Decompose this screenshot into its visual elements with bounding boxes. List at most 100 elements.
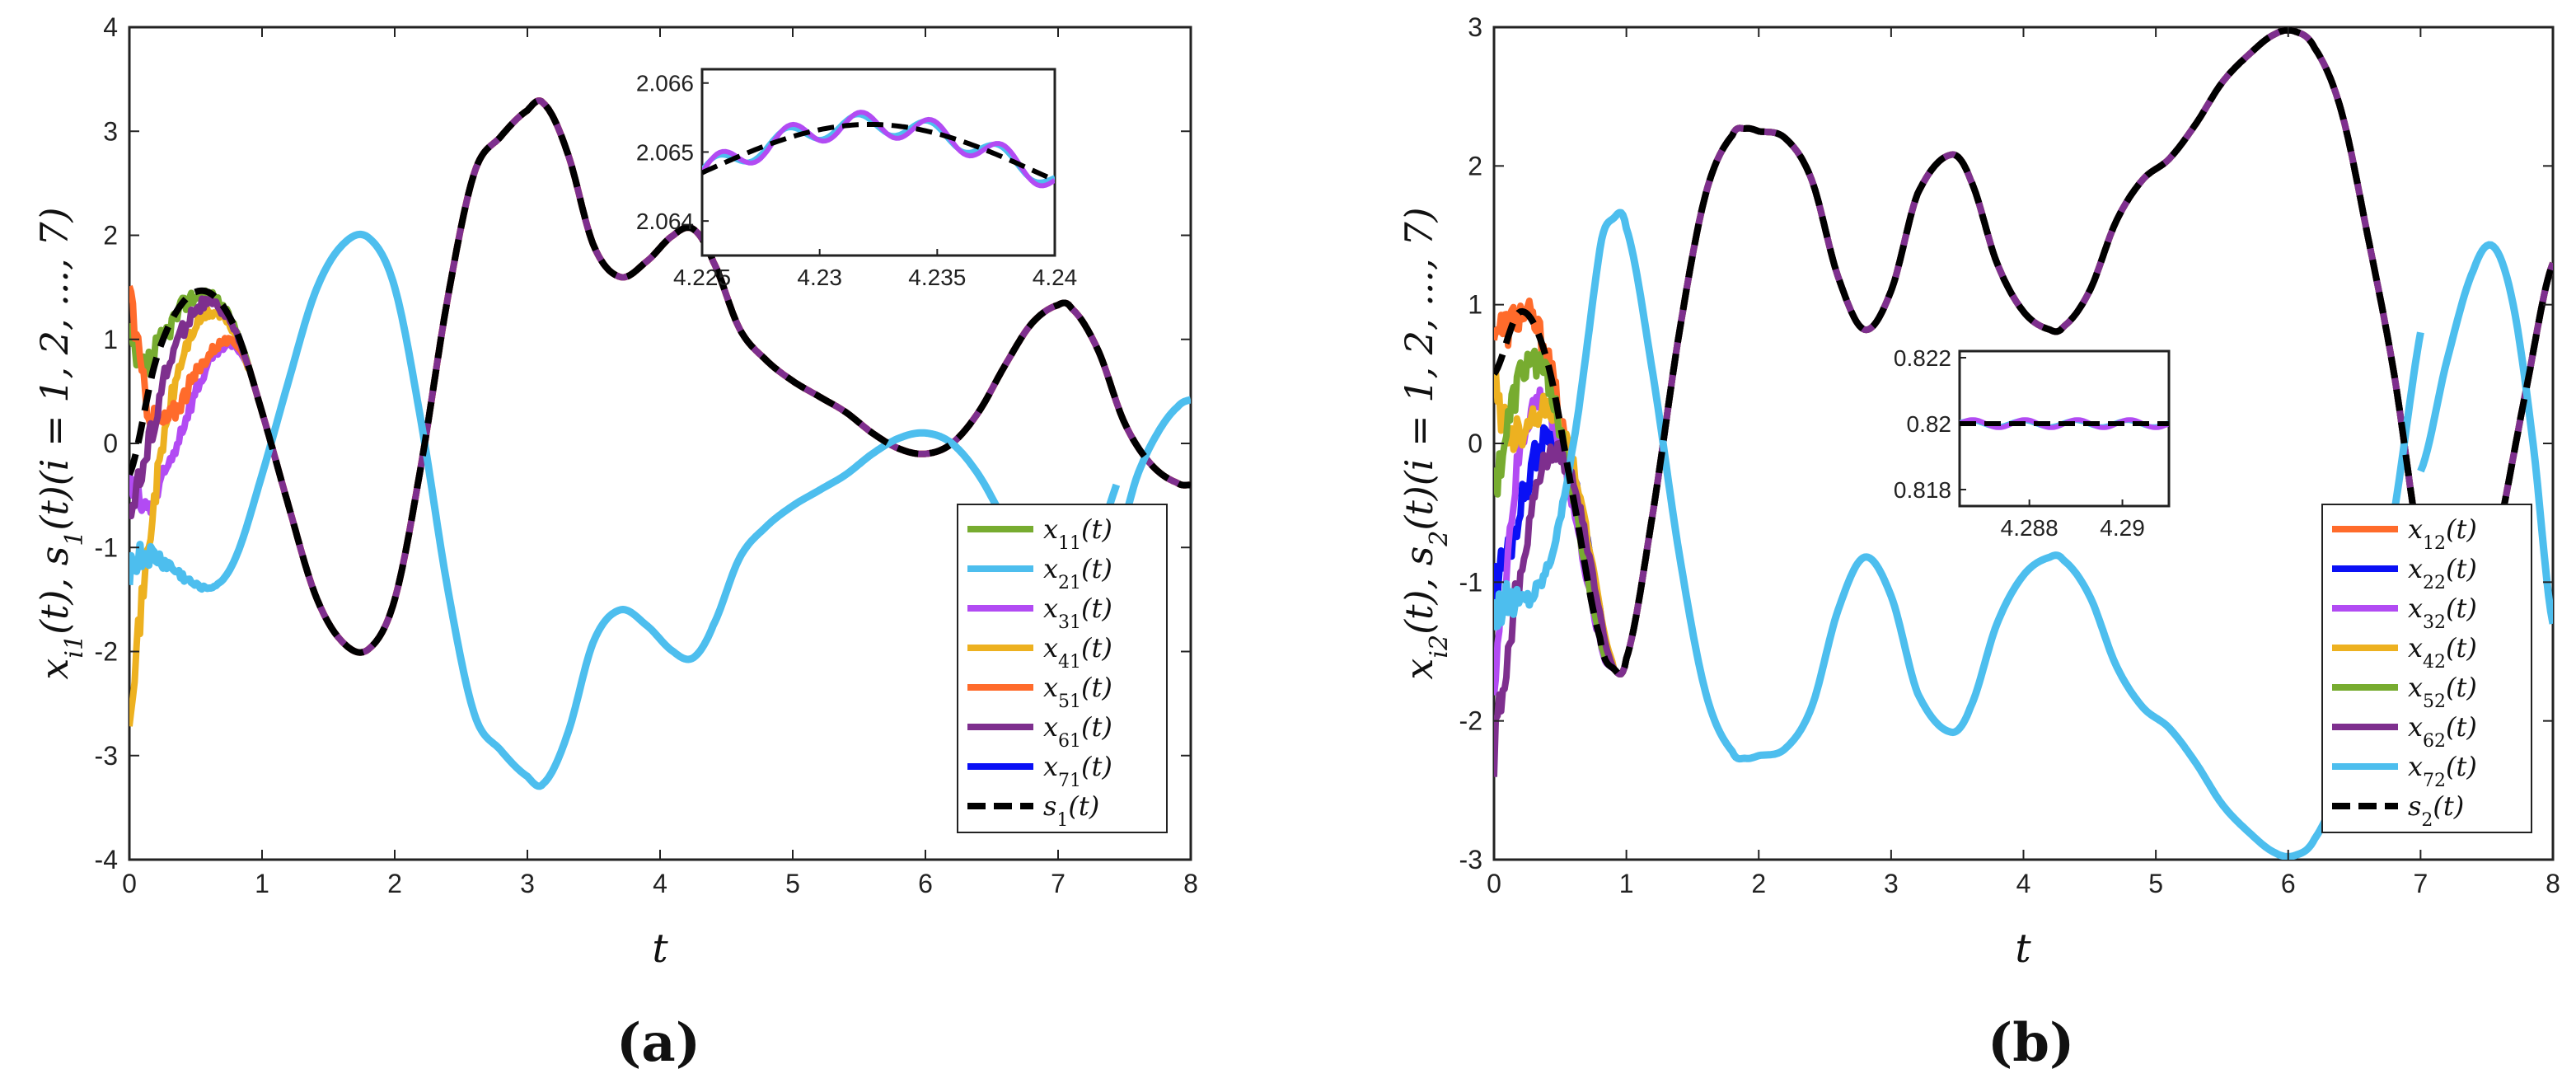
legend-label-sub: 62 (2423, 731, 2446, 752)
y-axis-label-a-rest2: (t)(i = 1, 2, ..., 7) (32, 207, 77, 530)
inset-x-tick-label: 4.23 (797, 265, 842, 290)
inset-x-tick-label: 4.235 (908, 265, 966, 290)
inset-x-tick-label: 4.288 (2001, 515, 2058, 541)
plot-area-a (129, 97, 1191, 790)
y-tick-label: 0 (103, 429, 118, 458)
y-tick-label: -1 (1459, 567, 1482, 597)
x-tick-label: 5 (2148, 869, 2163, 898)
legend-label-tail: (t) (2446, 593, 2477, 624)
y-axis-label-b: xi2(t), s2(t)(i = 1, 2, ..., 7) (1397, 207, 1454, 679)
panel-label-a: (a) (616, 1012, 700, 1074)
legend-label-tail: (t) (1081, 513, 1112, 545)
y-tick-label: 4 (103, 12, 118, 42)
legend-label-x41(t): x41(t) (1043, 632, 1112, 673)
legend-label-main: x (2408, 632, 2423, 663)
y-axis-label-b-rest2: (t)(i = 1, 2, ..., 7) (1397, 207, 1441, 530)
y-tick-label: -3 (95, 741, 118, 771)
series-group-a (129, 97, 1191, 790)
x-tick-label: 3 (520, 869, 535, 898)
inset-y-tick-label: 2.064 (636, 209, 694, 234)
inset-y-tick-label: 2.066 (636, 71, 694, 96)
legend-label-main: x (2408, 711, 2423, 743)
legend-label-x22(t): x22(t) (2408, 553, 2477, 593)
inset-x-tick-label: 4.225 (673, 265, 731, 290)
legend-label-sub: 41 (1058, 652, 1081, 673)
y-axis-label-b-sub2: 2 (1425, 531, 1454, 547)
y-tick-label: -2 (1459, 706, 1482, 736)
y-tick-label: -2 (95, 637, 118, 667)
legend-label-sub: 11 (1058, 533, 1081, 554)
series-line-leader (1494, 27, 2553, 678)
inset-x-tick-label: 4.24 (1033, 265, 1078, 290)
series-line-x72(t)-tail (2417, 241, 2553, 625)
legend-label-sub: 72 (2423, 771, 2446, 791)
legend-label-tail: (t) (2446, 553, 2477, 584)
legend-label-sub: 22 (2423, 573, 2446, 593)
legend-label-main: x (1043, 513, 1058, 545)
legend-label-main: x (1043, 593, 1058, 624)
inset-leader-line (702, 122, 1055, 183)
legend-label-tail: (t) (2433, 790, 2464, 822)
y-axis-label-a-sub2: 1 (60, 531, 89, 546)
legend-label-tail: (t) (1068, 790, 1099, 822)
legend-label-main: x (1043, 711, 1058, 743)
inset-y-tick-label: 0.818 (1894, 477, 1951, 503)
legend-box (2321, 504, 2532, 833)
legend-label-tail: (t) (2446, 632, 2477, 663)
inset-b: 4.288 4.29 0.818 0.82 0.822 (1894, 345, 2171, 541)
x-tick-label: 1 (1619, 869, 1634, 898)
y-tick-label: -1 (95, 532, 118, 562)
y-tick-label: 2 (1468, 151, 1482, 180)
legend-label-x71(t): x71(t) (1043, 751, 1112, 791)
series-line-leader (129, 97, 1191, 656)
legend-label-x12(t): x12(t) (2408, 513, 2477, 554)
panel-label-b: (b) (1988, 1012, 2074, 1074)
x-tick-label: 3 (1884, 869, 1899, 898)
y-axis-label-a-text: x (32, 659, 77, 680)
y-tick-label: 1 (1468, 290, 1482, 320)
inset-y-tick-label: 2.065 (636, 139, 694, 165)
legend-label-tail: (t) (2446, 711, 2477, 743)
legend-label-tail: (t) (2446, 751, 2477, 782)
x-tick-label: 2 (1751, 869, 1766, 898)
inset-a: 4.225 4.23 4.235 4.24 2.064 2.065 2.066 (636, 68, 1078, 290)
inset-y-tick-label: 0.82 (1907, 411, 1952, 437)
legend-label-sub: 1 (1056, 810, 1068, 831)
legend-label-tail: (t) (1081, 553, 1112, 584)
x-tick-label: 7 (1051, 869, 1066, 898)
y-axis-label-a-rest: (t), s (32, 546, 77, 635)
legend-label-sub: 71 (1058, 771, 1081, 791)
y-tick-label: 0 (1468, 429, 1482, 458)
legend-b: x12(t)x22(t)x32(t)x42(t)x52(t)x62(t)x72(… (2321, 504, 2532, 833)
legend-label-s2(t): s2(t) (2408, 790, 2464, 831)
y-tick-label: -4 (95, 845, 118, 874)
legend-label-main: x (2408, 513, 2423, 545)
legend-label-tail: (t) (1081, 672, 1112, 703)
x-tick-label: 8 (1183, 869, 1198, 898)
legend-label-main: x (2408, 553, 2423, 584)
y-tick-label: 1 (103, 325, 118, 354)
inset-series (1960, 417, 2169, 430)
legend-label-sub: 21 (1058, 573, 1081, 593)
legend-label-x62(t): x62(t) (2408, 711, 2477, 752)
legend-label-sub: 32 (2423, 612, 2446, 633)
y-tick-label: -3 (1459, 845, 1482, 874)
plot-area-b (1494, 27, 2553, 860)
legend-label-main: x (2408, 751, 2423, 782)
legend-label-tail: (t) (2446, 513, 2477, 545)
legend-label-tail: (t) (1081, 751, 1112, 782)
x-tick-label: 0 (1487, 869, 1501, 898)
y-tick-label: 3 (1468, 12, 1482, 42)
x-tick-label: 6 (2281, 869, 2296, 898)
x-tick-label: 5 (785, 869, 800, 898)
legend-label-main: x (1043, 632, 1058, 663)
legend-label-main: x (1043, 672, 1058, 703)
legend-label-tail: (t) (1081, 593, 1112, 624)
inset-frame (700, 68, 1056, 257)
x-axis-label-b: t (2015, 926, 2031, 972)
legend-label-main: x (2408, 672, 2423, 703)
